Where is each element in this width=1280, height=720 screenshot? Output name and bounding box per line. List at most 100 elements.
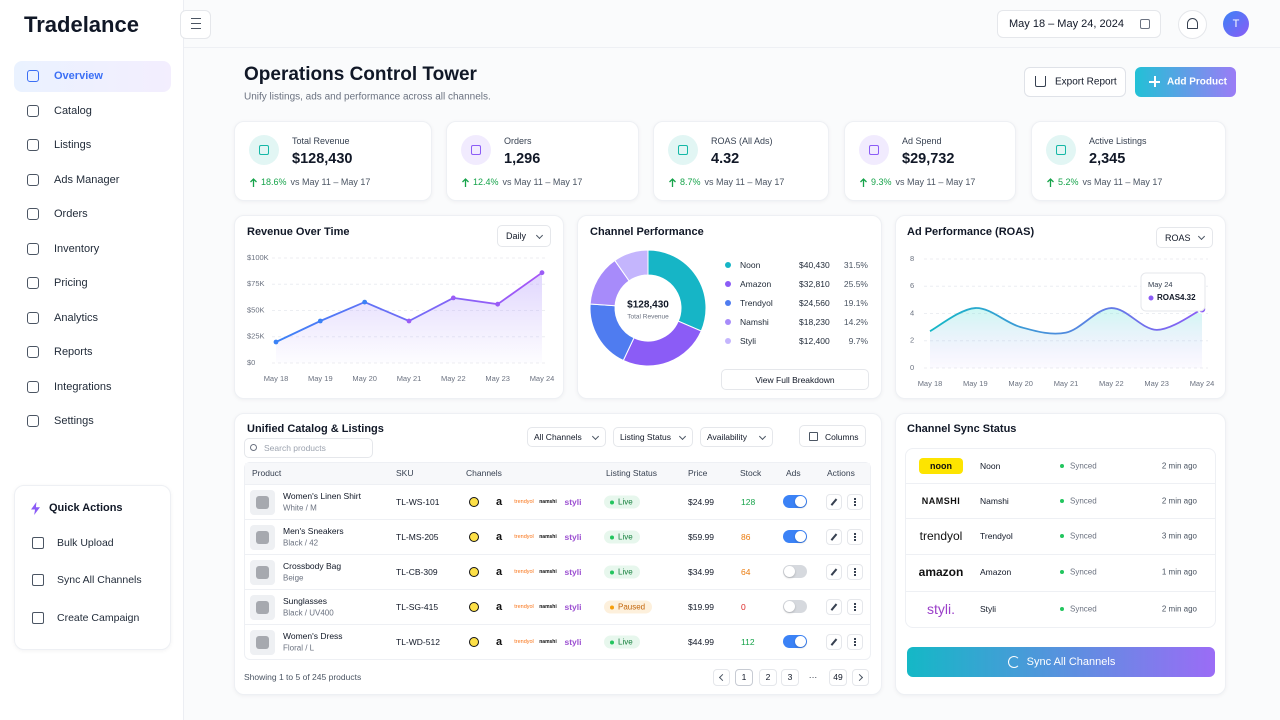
avatar[interactable] — [1223, 11, 1249, 37]
filter-select[interactable] — [613, 427, 693, 447]
kpi-change: 5.2% vs May 11 – May 17 — [1047, 177, 1162, 187]
filter-select[interactable] — [527, 427, 606, 447]
nav-item[interactable]: Catalog — [54, 104, 92, 117]
legend-amount: $32,810 — [799, 279, 830, 289]
breakdown-button[interactable] — [721, 369, 869, 390]
page-number[interactable]: 2 — [765, 672, 771, 682]
nav-item[interactable]: Inventory — [54, 242, 100, 255]
status-text: Live — [618, 497, 633, 507]
kpi-change-value: 9.3% — [871, 177, 892, 187]
legend-dot — [725, 300, 731, 306]
kpi-card — [234, 121, 432, 201]
search-placeholder: Search products — [264, 443, 326, 453]
period-select[interactable] — [497, 225, 551, 247]
export-button[interactable] — [1024, 67, 1126, 97]
product-name: Men's Sneakers — [283, 526, 344, 536]
page-number[interactable]: 3 — [787, 672, 793, 682]
product-variant: Black / UV400 — [283, 608, 334, 618]
quick-actions-title: Quick Actions — [49, 502, 123, 514]
icon — [678, 145, 688, 155]
legend-name: Noon — [740, 260, 761, 270]
sync-divider — [906, 518, 1215, 519]
sync-time: 2 min ago — [1161, 604, 1197, 614]
date-range[interactable] — [997, 10, 1161, 38]
page-button[interactable] — [781, 669, 799, 686]
nav-item[interactable]: Settings — [54, 415, 94, 427]
kpi-comparison: vs May 11 – May 17 — [895, 177, 976, 187]
noon-icon — [469, 497, 479, 507]
filter-label: Listing Status — [620, 432, 672, 442]
icon — [27, 311, 39, 324]
icon — [32, 612, 44, 624]
sync-channel: Styli — [980, 604, 997, 614]
arrow-up — [669, 177, 676, 187]
nav-item[interactable]: Overview — [54, 70, 103, 82]
quick-action[interactable]: Bulk Upload — [57, 537, 114, 549]
product-name: Sunglasses — [283, 596, 327, 606]
status-text: Live — [618, 567, 633, 577]
icon — [27, 104, 39, 117]
icon — [27, 208, 39, 220]
columns-button[interactable] — [799, 425, 866, 447]
quick-action[interactable]: Create Campaign — [57, 612, 140, 624]
kpi-label: Orders — [504, 136, 532, 146]
nav-item[interactable]: Analytics — [54, 311, 99, 324]
nav-item[interactable]: Listings — [54, 139, 92, 151]
channel-logo: namshi — [539, 569, 557, 575]
metric-select[interactable] — [1156, 227, 1213, 248]
kpi-change: 8.7% vs May 11 – May 17 — [669, 177, 784, 187]
prev-page[interactable] — [713, 669, 730, 686]
arrow-shape — [462, 177, 469, 187]
page-button[interactable] — [829, 669, 847, 686]
toggle-knob — [784, 601, 795, 612]
icon — [869, 145, 879, 155]
page-number[interactable]: 49 — [833, 672, 843, 682]
price: $19.99 — [688, 602, 714, 612]
channel-title: Channel Performance — [590, 226, 704, 238]
nav-item[interactable]: Ads Manager — [54, 173, 120, 186]
kpi-comparison: vs May 11 – May 17 — [704, 177, 785, 187]
next-page[interactable] — [852, 669, 869, 686]
export-label: Export Report — [1055, 76, 1117, 88]
toggle-knob — [795, 496, 806, 507]
period-label: Daily — [506, 231, 527, 241]
page-button[interactable] — [759, 669, 777, 686]
column-header: Channels — [466, 468, 502, 478]
sync-button-label: Sync All Channels — [1026, 656, 1116, 668]
bell-icon — [1187, 18, 1198, 29]
row-divider — [245, 484, 870, 485]
sync-channel: Amazon — [980, 567, 1012, 577]
filter-select[interactable] — [700, 427, 773, 447]
nav-item[interactable]: Integrations — [54, 380, 112, 393]
search-box[interactable] — [244, 438, 373, 458]
status-pill: Paused — [604, 600, 653, 614]
more-icon — [854, 533, 856, 541]
product-shape — [256, 496, 269, 509]
channel-logo: namshi — [539, 639, 557, 645]
channel-logo: trendyol — [514, 604, 534, 610]
kpi-change-value: 5.2% — [1058, 177, 1079, 187]
channel-logo: trendyol — [514, 534, 534, 540]
legend-share: 25.5% — [843, 279, 868, 289]
nav-item[interactable]: Pricing — [54, 277, 88, 289]
menu-button[interactable] — [180, 10, 211, 39]
kpi-card — [1031, 121, 1226, 201]
legend-name: Trendyol — [740, 298, 773, 308]
page-number[interactable]: ··· — [808, 672, 818, 682]
kpi-icon-bg — [1046, 135, 1076, 165]
legend-share: 9.7% — [848, 336, 868, 346]
page-number[interactable]: 1 — [741, 672, 747, 682]
quick-action[interactable]: Sync All Channels — [57, 574, 142, 586]
sync-time: 2 min ago — [1161, 461, 1197, 471]
kpi-comparison: vs May 11 – May 17 — [1082, 177, 1163, 187]
nav-item[interactable]: Orders — [54, 208, 88, 220]
price: $34.99 — [688, 567, 714, 577]
topbar-border — [184, 47, 1280, 48]
status-pill: Live — [604, 495, 640, 509]
nav-item[interactable]: Reports — [54, 346, 93, 358]
icon — [471, 145, 481, 155]
sync-button[interactable] — [907, 647, 1215, 677]
channel-logo: a — [495, 496, 503, 508]
page-button[interactable] — [735, 669, 753, 686]
ad-title: Ad Performance (ROAS) — [907, 226, 1035, 238]
